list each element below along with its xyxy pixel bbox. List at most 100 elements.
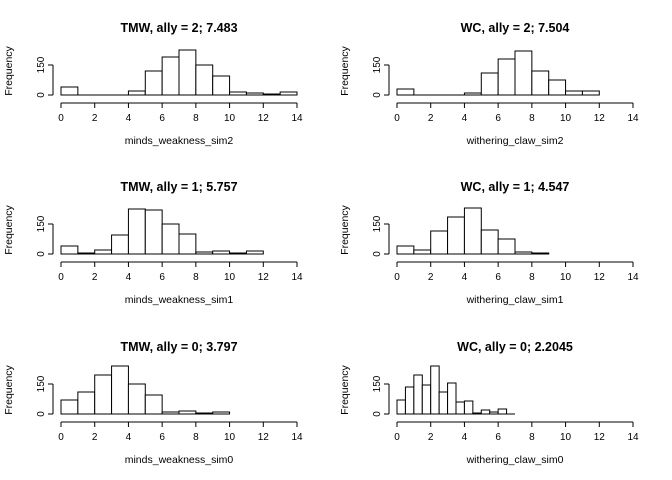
y-tick-label: 0 <box>36 251 47 257</box>
histogram-bar <box>60 86 79 96</box>
histogram-bar <box>514 50 533 96</box>
x-tick-label: 8 <box>529 432 535 443</box>
histogram-bar <box>144 394 163 415</box>
histogram-bar <box>548 79 567 96</box>
histogram-panel: WC, ally = 0; 2.2045 0 2 4 6 8 10 12 14 0 150 withe… <box>339 340 639 466</box>
x-axis-label: minds_weakness_sim2 <box>125 135 234 147</box>
y-axis: 0 150 <box>372 56 390 98</box>
y-axis: 0 150 <box>36 375 54 417</box>
y-axis-label: Frequency <box>339 364 351 414</box>
histogram-bar <box>212 75 231 96</box>
histogram-bar <box>455 401 465 415</box>
x-axis: 0 2 4 6 8 10 12 14 <box>394 261 639 283</box>
x-tick-label: 2 <box>428 113 434 124</box>
histogram-panel: WC, ally = 2; 7.504 0 2 4 6 8 10 12 14 0 150 wither… <box>339 21 639 147</box>
histogram-bar <box>447 216 465 255</box>
x-tick-label: 4 <box>462 272 468 283</box>
y-axis-label: Frequency <box>3 364 15 414</box>
histogram-panel: TMW, ally = 2; 7.483 0 2 4 6 8 10 12 14 0 150 minds… <box>3 21 303 147</box>
histogram-bar <box>438 391 449 415</box>
histogram-bar <box>480 229 499 255</box>
x-tick-label: 2 <box>92 272 98 283</box>
x-axis-label: minds_weakness_sim0 <box>125 454 234 466</box>
x-tick-label: 6 <box>495 113 501 124</box>
x-tick-label: 6 <box>159 432 165 443</box>
y-axis: 0 150 <box>372 215 390 257</box>
y-tick-label: 150 <box>372 56 383 73</box>
x-tick-label: 2 <box>428 272 434 283</box>
y-tick-label: 0 <box>36 92 47 98</box>
histogram-bar <box>447 382 457 415</box>
x-axis: 0 2 4 6 8 10 12 14 <box>58 102 303 124</box>
chart-title: TMW, ally = 0; 3.797 <box>120 340 237 354</box>
x-axis: 0 2 4 6 8 10 12 14 <box>58 421 303 443</box>
histogram-bar <box>127 208 146 255</box>
histogram-panel: TMW, ally = 0; 3.797 0 2 4 6 8 10 12 14 0 150 minds… <box>3 340 303 466</box>
histogram-bar <box>178 49 197 96</box>
histogram-bar <box>480 72 499 96</box>
x-tick-label: 14 <box>291 113 303 124</box>
histogram-bar <box>396 88 415 96</box>
x-tick-label: 12 <box>594 113 606 124</box>
x-tick-label: 0 <box>58 432 64 443</box>
x-tick-label: 2 <box>428 432 434 443</box>
y-axis-label: Frequency <box>339 45 351 95</box>
x-axis-label: withering_claw_sim2 <box>466 135 564 147</box>
histogram-bar <box>430 365 440 415</box>
y-tick-label: 150 <box>372 375 383 392</box>
x-tick-label: 14 <box>291 432 303 443</box>
x-tick-label: 10 <box>560 113 572 124</box>
x-tick-label: 8 <box>193 272 199 283</box>
y-tick-label: 150 <box>372 215 383 232</box>
x-tick-label: 6 <box>159 113 165 124</box>
y-tick-label: 150 <box>36 215 47 232</box>
y-axis: 0 150 <box>36 56 54 98</box>
chart-title: WC, ally = 2; 7.504 <box>461 21 570 35</box>
x-tick-label: 4 <box>462 432 468 443</box>
x-tick-label: 4 <box>462 113 468 124</box>
x-tick-label: 2 <box>92 113 98 124</box>
histogram-bar <box>396 399 406 415</box>
x-tick-label: 8 <box>193 113 199 124</box>
x-axis: 0 2 4 6 8 10 12 14 <box>394 421 639 443</box>
chart-title: TMW, ally = 2; 7.483 <box>120 21 237 35</box>
x-tick-label: 12 <box>594 272 606 283</box>
chart-title: WC, ally = 0; 2.2045 <box>457 340 573 354</box>
histogram-bar <box>413 249 432 255</box>
histogram-bar <box>94 249 113 255</box>
histogram-bar <box>77 391 96 415</box>
y-axis: 0 150 <box>36 215 54 257</box>
x-tick-label: 12 <box>258 113 270 124</box>
x-tick-label: 8 <box>193 432 199 443</box>
x-tick-label: 0 <box>58 113 64 124</box>
histogram-bar <box>94 374 113 415</box>
chart-title: WC, ally = 1; 4.547 <box>461 180 570 194</box>
histogram-panel: WC, ally = 1; 4.547 0 2 4 6 8 10 12 14 0 150 wither… <box>339 180 639 306</box>
x-tick-label: 8 <box>529 272 535 283</box>
y-tick-label: 150 <box>36 375 47 392</box>
x-tick-label: 6 <box>495 432 501 443</box>
x-tick-label: 2 <box>92 432 98 443</box>
x-axis: 0 2 4 6 8 10 12 14 <box>58 261 303 283</box>
histogram-bar <box>127 90 146 96</box>
x-axis-label: minds_weakness_sim1 <box>125 294 234 306</box>
y-tick-label: 150 <box>36 56 47 73</box>
histogram-bar <box>396 245 415 255</box>
chart-title: TMW, ally = 1; 5.757 <box>120 180 237 194</box>
x-tick-label: 4 <box>126 113 132 124</box>
histogram-bar <box>565 90 583 96</box>
y-tick-label: 0 <box>372 251 383 257</box>
x-tick-label: 6 <box>495 272 501 283</box>
y-tick-label: 0 <box>372 411 383 417</box>
histogram-bar <box>161 56 180 96</box>
histogram-bar <box>497 408 508 415</box>
histogram-bar <box>60 399 79 415</box>
x-tick-label: 12 <box>258 272 270 283</box>
x-tick-label: 10 <box>224 113 236 124</box>
histogram-bar <box>497 238 516 255</box>
y-axis-label: Frequency <box>3 204 15 254</box>
x-tick-label: 14 <box>627 432 639 443</box>
histogram-bar <box>404 386 415 415</box>
x-tick-label: 4 <box>126 272 132 283</box>
